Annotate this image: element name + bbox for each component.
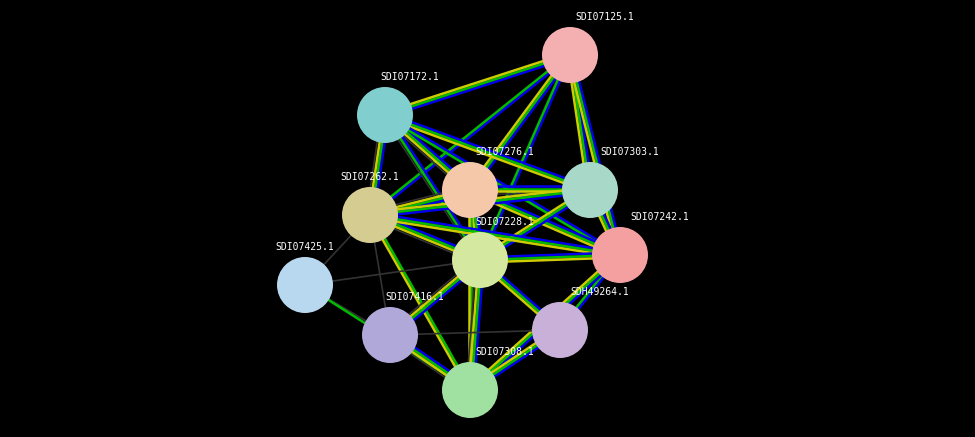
Text: SDI07425.1: SDI07425.1 [275,242,333,252]
Circle shape [562,162,618,218]
Circle shape [592,227,648,283]
Circle shape [277,257,333,313]
Text: SDI07172.1: SDI07172.1 [380,72,439,82]
Circle shape [532,302,588,358]
Text: SDI07125.1: SDI07125.1 [575,12,634,22]
Circle shape [362,307,418,363]
Text: SDI07262.1: SDI07262.1 [340,172,399,182]
Circle shape [442,362,498,418]
Text: SDI07242.1: SDI07242.1 [630,212,688,222]
Circle shape [442,162,498,218]
Circle shape [342,187,398,243]
Circle shape [452,232,508,288]
Text: SDI07416.1: SDI07416.1 [385,292,444,302]
Text: SDI07308.1: SDI07308.1 [475,347,533,357]
Circle shape [357,87,413,143]
Text: SDI07276.1: SDI07276.1 [475,147,533,157]
Circle shape [542,27,598,83]
Text: SDI07303.1: SDI07303.1 [600,147,659,157]
Text: SDI07228.1: SDI07228.1 [475,217,533,227]
Text: SDH49264.1: SDH49264.1 [570,287,629,297]
